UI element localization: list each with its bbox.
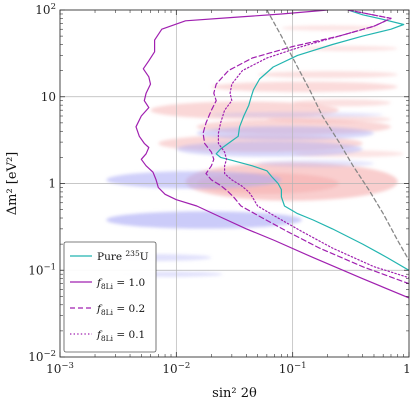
legend: Pure 235U f8Li = 1.0 f8Li = 0.2 f8Li = 0.1: [63, 241, 157, 353]
series-lines: [135, 10, 409, 299]
legend-label: Pure 235U: [97, 249, 149, 263]
x-tick-label: 10−1: [279, 361, 307, 376]
region-11: [301, 45, 398, 52]
allowed-regions: [95, 25, 404, 277]
y-tick-label: 10−2: [28, 349, 56, 364]
x-tick-label: 1: [403, 362, 411, 376]
series-line-3: [217, 10, 409, 279]
series-line-2: [202, 10, 409, 285]
y-axis-title: Δm² [eV²]: [5, 152, 20, 216]
y-tick-label: 10−1: [28, 262, 56, 277]
y-tick-label: 1: [48, 177, 56, 191]
region-15: [196, 126, 374, 141]
x-tick-label: 10−2: [162, 361, 190, 376]
region-6: [257, 71, 398, 79]
region-8: [292, 99, 391, 107]
legend-label: f8Li = 0.2: [96, 303, 145, 317]
legend-label: f8Li = 0.1: [96, 329, 145, 343]
x-axis-title: sin² 2θ: [212, 386, 257, 401]
legend-box: [63, 241, 157, 353]
region-5: [211, 81, 398, 93]
region-18: [257, 160, 374, 167]
series-line-0: [215, 10, 409, 271]
series-line-4: [266, 10, 409, 262]
series-line-1: [135, 10, 409, 299]
legend-label: f8Li = 1.0: [96, 277, 145, 291]
y-tick-label: 102: [35, 2, 56, 17]
region-14: [176, 141, 363, 157]
region-10: [281, 25, 384, 31]
region-19: [211, 112, 384, 118]
region-12: [106, 171, 282, 189]
y-tick-label: 10: [41, 90, 56, 104]
region-13: [106, 211, 302, 229]
region-7: [266, 115, 391, 123]
x-tick-label: 10−3: [46, 361, 74, 376]
